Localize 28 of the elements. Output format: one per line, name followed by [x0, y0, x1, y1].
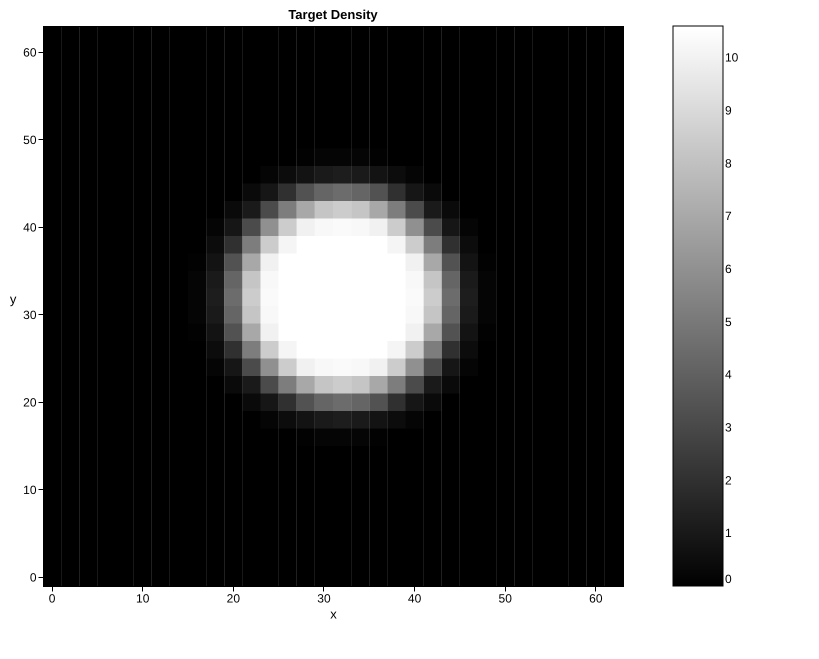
color-bar-label: 0: [725, 572, 732, 586]
color-bar-label: 4: [725, 368, 732, 382]
color-bar-label: 6: [725, 262, 732, 276]
color-bar-label: 5: [725, 314, 732, 329]
y-tick-label: 20: [23, 395, 37, 410]
color-bar-label: 9: [725, 104, 732, 118]
color-bar-label: 7: [725, 209, 732, 224]
y-tick-label: 40: [23, 220, 37, 234]
color-bar-label: 8: [725, 156, 732, 170]
x-tick-label: 40: [408, 592, 422, 606]
y-tick-label: 10: [23, 482, 37, 497]
y-tick-label: 30: [23, 308, 37, 322]
color-bar-label: 10: [725, 50, 739, 65]
y-tick-label: 50: [23, 132, 37, 147]
x-tick-label: 60: [589, 592, 603, 606]
x-tick-label: 0: [48, 592, 56, 606]
color-bar-label: 3: [725, 420, 732, 435]
x-tick-label: 20: [226, 592, 240, 606]
y-tick-label: 60: [23, 45, 37, 60]
color-bar-label: 1: [725, 526, 732, 540]
y-axis-title: y: [10, 292, 17, 306]
x-tick-label: 50: [498, 592, 512, 606]
color-bar-label: 2: [725, 473, 732, 488]
x-axis-title: x: [330, 606, 338, 622]
x-tick-label: 30: [317, 592, 331, 606]
x-tick-label: 10: [136, 592, 150, 606]
chart-title: Target Density: [288, 7, 378, 22]
y-tick-label: 0: [30, 570, 37, 584]
